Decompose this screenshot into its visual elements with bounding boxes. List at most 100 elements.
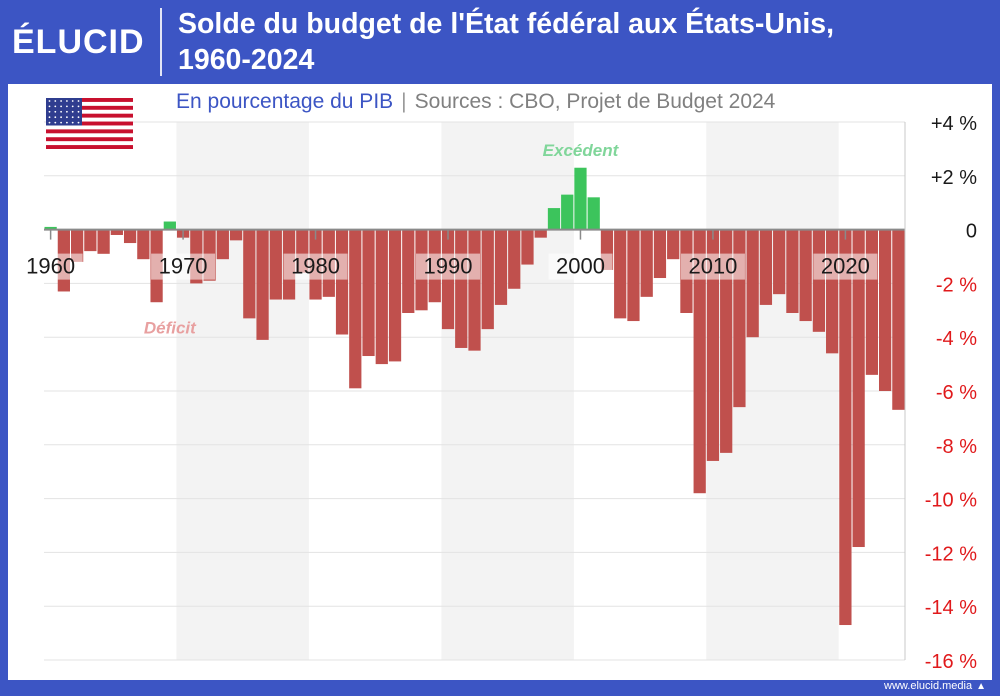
bar-1993 — [481, 229, 494, 330]
bar-1974 — [229, 229, 243, 241]
y-tick-label: -14 % — [925, 597, 977, 619]
flag-star — [66, 100, 68, 102]
bar-1987 — [402, 229, 415, 313]
y-tick-label: -12 % — [925, 543, 977, 565]
bar-1966 — [123, 229, 137, 244]
flag-star — [60, 100, 62, 102]
flag-star — [71, 105, 74, 108]
annotation-surplus: Excédent — [543, 141, 620, 160]
bar-2019 — [826, 229, 839, 354]
flag-star — [66, 110, 68, 113]
bar-2001 — [587, 197, 600, 230]
bar-2014 — [759, 229, 773, 305]
bar-1982 — [335, 229, 349, 335]
bar-2013 — [746, 229, 759, 338]
chart-title-line-1: Solde du budget de l'État fédéral aux Ét… — [178, 8, 835, 40]
x-tick-label-bg — [151, 253, 216, 280]
subtitle-separator: | — [401, 90, 407, 113]
x-tick-label-bg — [548, 253, 613, 280]
flag-star — [66, 116, 68, 119]
flag-stripe — [46, 145, 133, 149]
bar-1985 — [375, 229, 388, 365]
footer: www.elucid.media ▲ — [884, 679, 986, 694]
x-tick-label: 1960 — [26, 254, 75, 279]
bar-2015 — [773, 229, 786, 295]
chart-title-line-2: 1960-2024 — [178, 44, 315, 76]
bar-1992 — [468, 229, 481, 351]
bar-1994 — [494, 229, 508, 305]
x-tick-label: 1990 — [424, 254, 473, 279]
logo-divider — [160, 8, 162, 76]
us-flag-icon — [46, 98, 133, 149]
flag-star — [77, 121, 80, 124]
flag-star — [60, 105, 62, 108]
bar-2016 — [786, 229, 799, 313]
y-tick-label: +2 % — [931, 167, 977, 189]
flag-star — [54, 110, 57, 113]
bar-1964 — [97, 229, 110, 254]
flag-star — [48, 100, 51, 102]
x-axis-ticks: 1960 1970 1980 1990 2000 2010 2020 — [18, 229, 878, 280]
bar-2018 — [812, 229, 826, 332]
arrow-icon: ▲ — [976, 681, 986, 692]
flag-star — [77, 105, 80, 108]
bar-2003 — [614, 229, 627, 319]
bar-2000 — [574, 167, 587, 230]
flag-star — [71, 121, 74, 124]
bar-1991 — [455, 229, 468, 348]
x-tick-label: 2010 — [688, 254, 737, 279]
flag-stripe — [46, 129, 133, 134]
bar-2021 — [852, 229, 865, 548]
flag-star — [60, 121, 62, 124]
flag-stripe — [46, 98, 133, 102]
bar-1960 — [44, 226, 57, 230]
bar-2011 — [720, 229, 733, 453]
subtitle-measure: En pourcentage du PIB — [176, 90, 394, 113]
bar-1973 — [216, 229, 229, 260]
bar-1984 — [362, 229, 375, 357]
bar-1969 — [163, 221, 176, 230]
flag-star — [71, 110, 74, 113]
bar-2006 — [653, 229, 667, 279]
y-tick-label: 0 — [966, 221, 977, 243]
y-axis-ticks: +4 % +2 % 0 -2 % -4 % -6 % -8 % -10 % -12 % -14 %… — [904, 113, 977, 673]
x-tick-label-bg — [680, 253, 745, 280]
flag-star — [66, 105, 68, 108]
y-tick-label: -16 % — [925, 651, 977, 673]
flag-stripe — [46, 105, 133, 110]
annotation-deficit: Déficit — [144, 318, 197, 337]
bar-2023 — [879, 229, 892, 391]
flag-star — [54, 105, 57, 108]
bar-2004 — [627, 229, 640, 322]
flag-star — [54, 100, 57, 102]
flag-star — [48, 116, 51, 119]
bar-1986 — [388, 229, 402, 362]
bar-1963 — [84, 229, 97, 252]
bar-2022 — [865, 229, 879, 375]
flag-star — [48, 105, 51, 108]
x-tick-label-bg — [283, 253, 348, 280]
annotations: Excédent Déficit — [144, 141, 620, 338]
bar-2007 — [667, 229, 680, 260]
x-tick-label-bg — [416, 253, 481, 280]
y-tick-label: +4 % — [931, 113, 977, 135]
bar-2024 — [892, 229, 905, 410]
flag-star — [54, 116, 57, 119]
bar-1965 — [110, 229, 123, 235]
flag-stripe — [46, 113, 133, 118]
y-tick-label: -2 % — [936, 274, 977, 296]
x-tick-label-bg — [18, 253, 83, 280]
x-tick-label: 2000 — [556, 254, 605, 279]
flag-star — [60, 116, 62, 119]
bar-2020 — [839, 229, 852, 626]
flag-star — [71, 116, 74, 119]
x-tick-label: 1970 — [159, 254, 208, 279]
bar-1976 — [256, 229, 269, 340]
header: ÉLUCID Solde du budget de l'État fédéral… — [0, 0, 1000, 84]
y-tick-label: -6 % — [936, 382, 977, 404]
bar-1998 — [547, 208, 561, 230]
bar-1967 — [137, 229, 150, 260]
bar-1996 — [521, 229, 534, 265]
bar-1999 — [561, 194, 574, 230]
